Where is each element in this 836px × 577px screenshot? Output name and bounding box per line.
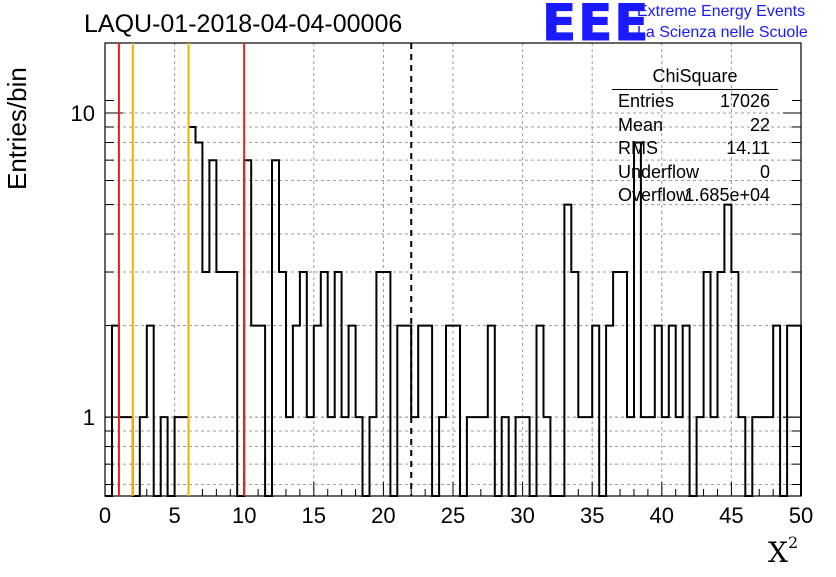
stats-row-rms: RMS 14.11 bbox=[612, 137, 778, 161]
logo-subtitle-1: Extreme Energy Events bbox=[637, 3, 806, 20]
x-tick-label: 5 bbox=[168, 503, 180, 528]
stat-value: 1.685e+04 bbox=[684, 185, 770, 205]
eee-logo: EEE bbox=[541, 0, 651, 53]
stats-row-entries: Entries 17026 bbox=[612, 90, 778, 114]
stats-row-overflow: Overflow 1.685e+04 bbox=[612, 184, 778, 208]
stat-value: 14.11 bbox=[726, 138, 770, 158]
x-axis-label-base: X bbox=[768, 536, 788, 569]
x-tick-label: 10 bbox=[232, 503, 256, 528]
stats-box: ChiSquare Entries 17026 Mean 22 RMS 14.1… bbox=[612, 66, 778, 208]
stat-name: RMS bbox=[618, 138, 658, 158]
logo-subtitle-2: La Scienza nelle Scuole bbox=[637, 24, 808, 41]
stat-value: 22 bbox=[749, 114, 770, 135]
x-tick-label: 40 bbox=[650, 503, 674, 528]
stat-name: Overflow bbox=[618, 185, 690, 205]
x-tick-label: 15 bbox=[302, 503, 326, 528]
x-tick-label: 35 bbox=[580, 503, 604, 528]
stat-value: 17026 bbox=[719, 91, 770, 111]
x-tick-label: 20 bbox=[371, 503, 395, 528]
stat-name: Mean bbox=[618, 114, 664, 135]
y-tick-label: 1 bbox=[83, 405, 95, 430]
x-axis-label: X2 bbox=[768, 532, 799, 569]
x-tick-label: 50 bbox=[789, 503, 813, 528]
stats-row-underflow: Underflow 0 bbox=[612, 161, 778, 185]
x-tick-label: 30 bbox=[510, 503, 534, 528]
stats-title: ChiSquare bbox=[612, 66, 778, 90]
stat-name: Entries bbox=[618, 91, 675, 111]
x-tick-label: 0 bbox=[99, 503, 111, 528]
histogram-series bbox=[105, 126, 802, 497]
x-axis-label-superscript: 2 bbox=[787, 532, 799, 552]
stat-name: Underflow bbox=[618, 161, 700, 182]
stat-value: 0 bbox=[759, 161, 770, 182]
x-tick-label: 45 bbox=[719, 503, 743, 528]
y-tick-label: 10 bbox=[71, 101, 95, 126]
x-tick-label: 25 bbox=[441, 503, 465, 528]
plot-title: LAQU-01-2018-04-04-00006 bbox=[84, 10, 403, 38]
y-axis-label: Entries/bin bbox=[2, 67, 32, 190]
stats-row-mean: Mean 22 bbox=[612, 114, 778, 138]
